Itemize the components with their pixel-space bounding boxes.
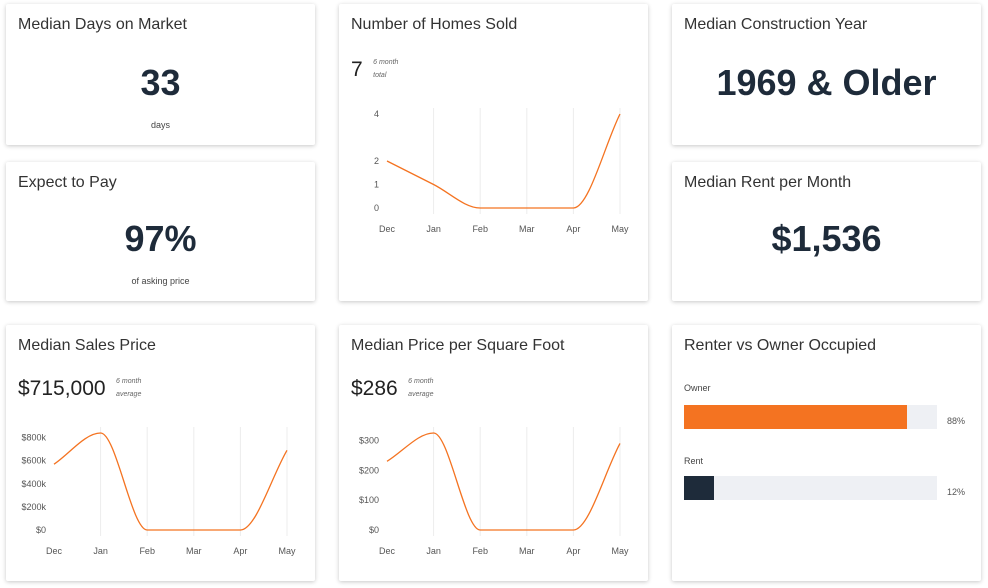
days-on-market-card: Median Days on Market 33 days xyxy=(6,4,315,145)
x-tick-label: Apr xyxy=(566,224,580,234)
y-tick-label: 4 xyxy=(374,109,379,119)
y-tick-label: $0 xyxy=(36,525,46,535)
sales-price-note-line2: average xyxy=(116,391,142,398)
expect-to-pay-card: Expect to Pay 97% of asking price xyxy=(6,162,315,301)
price-sqft-average: $286 xyxy=(351,377,398,400)
rent-percent: 12% xyxy=(947,487,966,497)
price-sqft-note-line2: average xyxy=(408,391,434,398)
x-tick-label: May xyxy=(278,546,296,556)
x-tick-label: Dec xyxy=(46,546,63,556)
x-tick-label: May xyxy=(611,224,629,234)
rent-title: Median Rent per Month xyxy=(684,174,852,191)
rent-bar xyxy=(684,476,715,500)
x-tick-label: Mar xyxy=(519,546,535,556)
sales-price-chart: Dec Jan Feb Mar Apr May $0 $200k $400k $600k $800k xyxy=(21,427,296,556)
sales-price-average: $715,000 xyxy=(18,377,106,400)
sales-price-summary: $715,000 6 month average xyxy=(18,377,141,401)
homes-sold-note-line1: 6 month xyxy=(373,59,399,66)
homes-sold-title: Number of Homes Sold xyxy=(351,16,518,33)
y-tick-label: $100 xyxy=(359,495,379,505)
rent-label: Rent xyxy=(684,456,704,466)
construction-year-title: Median Construction Year xyxy=(684,16,868,33)
expect-to-pay-sub: of asking price xyxy=(131,276,190,286)
y-tick-label: 1 xyxy=(374,180,379,190)
homes-sold-chart: Dec Jan Feb Mar Apr May 0 1 2 4 xyxy=(374,108,629,234)
sales-price-card: Median Sales Price $715,000 6 month avera… xyxy=(6,325,315,581)
x-tick-label: Mar xyxy=(186,546,202,556)
x-tick-label: Apr xyxy=(566,546,580,556)
occupancy-title: Renter vs Owner Occupied xyxy=(684,337,877,354)
construction-year-value: 1969 & Older xyxy=(716,62,937,103)
x-tick-label: Apr xyxy=(233,546,247,556)
construction-year-card: Median Construction Year 1969 & Older xyxy=(672,4,981,145)
sales-price-title: Median Sales Price xyxy=(18,337,156,354)
owner-bar xyxy=(684,405,907,429)
homes-sold-summary: 7 6 month total xyxy=(351,58,398,82)
x-tick-label: Feb xyxy=(472,546,488,556)
expect-to-pay-value: 97% xyxy=(124,218,197,259)
x-tick-label: Jan xyxy=(93,546,108,556)
owner-bar-track xyxy=(684,405,937,429)
sales-price-note-line1: 6 month xyxy=(116,378,142,385)
x-tick-label: Feb xyxy=(472,224,488,234)
series-line xyxy=(386,113,621,209)
rent-card: Median Rent per Month $1,536 xyxy=(672,162,981,301)
y-tick-label: $200k xyxy=(21,502,46,512)
series-line xyxy=(53,432,288,531)
homes-sold-card: Number of Homes Sold 7 6 month total Dec J… xyxy=(339,4,648,301)
price-sqft-title: Median Price per Square Foot xyxy=(351,337,565,354)
x-tick-label: Mar xyxy=(519,224,535,234)
y-tick-label: $600k xyxy=(21,456,46,466)
owner-percent: 88% xyxy=(947,416,966,426)
owner-label: Owner xyxy=(684,383,711,393)
x-tick-label: Dec xyxy=(379,546,396,556)
homes-sold-note-line2: total xyxy=(373,72,387,79)
x-tick-label: Feb xyxy=(139,546,155,556)
sales-price-note: 6 month average xyxy=(116,375,141,401)
x-tick-label: Jan xyxy=(426,224,441,234)
expect-to-pay-title: Expect to Pay xyxy=(18,174,117,191)
days-on-market-title: Median Days on Market xyxy=(18,16,187,33)
rent-bar-track xyxy=(684,476,937,500)
price-sqft-chart: Dec Jan Feb Mar Apr May $0 $100 $200 $300 xyxy=(359,427,629,556)
x-tick-label: May xyxy=(611,546,629,556)
price-sqft-note-line1: 6 month xyxy=(408,378,434,385)
y-tick-label: $200 xyxy=(359,465,379,475)
price-sqft-summary: $286 6 month average xyxy=(351,377,433,401)
series-line xyxy=(386,432,621,531)
y-tick-label: $400k xyxy=(21,479,46,489)
x-tick-label: Dec xyxy=(379,224,396,234)
price-sqft-note: 6 month average xyxy=(408,375,433,401)
homes-sold-total: 7 xyxy=(351,58,363,81)
days-on-market-value: 33 xyxy=(140,62,181,103)
y-tick-label: $800k xyxy=(21,433,46,443)
y-tick-label: $0 xyxy=(369,525,379,535)
occupancy-card: Renter vs Owner Occupied Owner 88% Rent … xyxy=(672,325,981,581)
rent-value: $1,536 xyxy=(771,218,882,259)
x-tick-label: Jan xyxy=(426,546,441,556)
days-on-market-unit: days xyxy=(150,120,170,130)
homes-sold-note: 6 month total xyxy=(373,56,398,82)
y-tick-label: 2 xyxy=(374,156,379,166)
price-sqft-card: Median Price per Square Foot $286 6 mont… xyxy=(339,325,648,581)
y-tick-label: 0 xyxy=(374,203,379,213)
y-tick-label: $300 xyxy=(359,435,379,445)
